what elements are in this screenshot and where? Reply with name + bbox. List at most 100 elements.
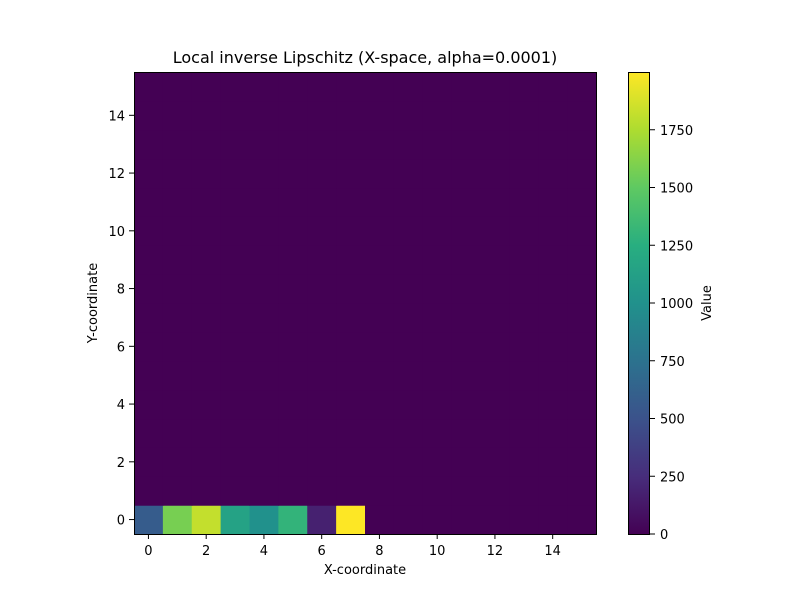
heatmap-cell bbox=[249, 187, 279, 217]
y-tick-label: 12 bbox=[108, 167, 125, 182]
heatmap-cell bbox=[220, 303, 251, 333]
heatmap-cell bbox=[538, 303, 568, 333]
heatmap-cell bbox=[509, 129, 539, 160]
heatmap-cell bbox=[134, 274, 164, 304]
heatmap-cell bbox=[538, 158, 568, 189]
heatmap-cell bbox=[134, 216, 164, 246]
chart-title: Local inverse Lipschitz (X-space, alpha=… bbox=[173, 48, 558, 67]
heatmap-cell bbox=[162, 360, 193, 391]
heatmap-cell bbox=[422, 331, 453, 362]
heatmap-cell bbox=[134, 360, 164, 391]
heatmap-cell bbox=[307, 360, 337, 391]
x-tick-label: 2 bbox=[202, 544, 210, 559]
heatmap-cell bbox=[134, 187, 164, 217]
heatmap-cell bbox=[567, 72, 597, 102]
heatmap-cell bbox=[249, 331, 279, 362]
heatmap-cell bbox=[220, 418, 251, 448]
heatmap-cell bbox=[191, 245, 222, 275]
heatmap-cell bbox=[422, 158, 453, 189]
heatmap-cell bbox=[365, 72, 395, 102]
heatmap-cell bbox=[365, 216, 395, 246]
heatmap-cell bbox=[336, 303, 366, 333]
heatmap-cell bbox=[393, 129, 424, 160]
heatmap-cell bbox=[336, 331, 366, 362]
heatmap-cell bbox=[191, 505, 222, 535]
heatmap-cell bbox=[249, 476, 279, 506]
heatmap-cell bbox=[509, 418, 539, 448]
heatmap-cell bbox=[278, 100, 308, 131]
heatmap-cell bbox=[422, 100, 453, 131]
heatmap-cell bbox=[451, 418, 482, 448]
heatmap-cell bbox=[278, 505, 308, 535]
heatmap-cell bbox=[191, 303, 222, 333]
heatmap-cell bbox=[162, 274, 193, 304]
heatmap-cell bbox=[393, 245, 424, 275]
heatmap-cell bbox=[480, 505, 510, 535]
heatmap-cell bbox=[480, 158, 510, 189]
heatmap-cell bbox=[509, 303, 539, 333]
heatmap-cell bbox=[162, 72, 193, 102]
heatmap-cell bbox=[307, 245, 337, 275]
heatmap-cell bbox=[393, 303, 424, 333]
heatmap-cell bbox=[451, 245, 482, 275]
colorbar-tick-label: 1750 bbox=[660, 124, 693, 139]
heatmap-cell bbox=[162, 187, 193, 217]
heatmap-cell bbox=[567, 389, 597, 420]
heatmap-cell bbox=[162, 100, 193, 131]
heatmap-cell bbox=[134, 158, 164, 189]
heatmap-cell bbox=[538, 187, 568, 217]
heatmap-cell bbox=[480, 245, 510, 275]
heatmap-cell bbox=[307, 418, 337, 448]
heatmap-cell bbox=[538, 476, 568, 506]
heatmap-cell bbox=[307, 303, 337, 333]
heatmap-cell bbox=[336, 100, 366, 131]
heatmap-cell bbox=[220, 245, 251, 275]
heatmap-cell bbox=[191, 72, 222, 102]
heatmap-cell bbox=[162, 447, 193, 477]
heatmap-cell bbox=[451, 476, 482, 506]
heatmap-cell bbox=[134, 331, 164, 362]
heatmap-cell bbox=[509, 158, 539, 189]
heatmap-cell bbox=[567, 303, 597, 333]
heatmap-cell bbox=[480, 360, 510, 391]
heatmap-cell bbox=[393, 72, 424, 102]
heatmap-cell bbox=[307, 389, 337, 420]
heatmap-cell bbox=[451, 505, 482, 535]
y-axis-ticks: 0 2 4 6 8 10 12 14 bbox=[108, 109, 134, 529]
heatmap-cell bbox=[220, 505, 251, 535]
heatmap-cell bbox=[278, 216, 308, 246]
heatmap-cell bbox=[162, 245, 193, 275]
heatmap-cell bbox=[509, 72, 539, 102]
heatmap-cell bbox=[365, 303, 395, 333]
heatmap-cell bbox=[307, 476, 337, 506]
x-axis-label: X-coordinate bbox=[324, 563, 406, 578]
heatmap-cell bbox=[538, 72, 568, 102]
heatmap-cell bbox=[567, 360, 597, 391]
heatmap-cell bbox=[422, 129, 453, 160]
heatmap-cell bbox=[509, 360, 539, 391]
colorbar-tick-label: 250 bbox=[660, 470, 685, 485]
heatmap-cell bbox=[393, 418, 424, 448]
heatmap-cell bbox=[480, 331, 510, 362]
heatmap-cell bbox=[567, 418, 597, 448]
x-tick-label: 12 bbox=[487, 544, 504, 559]
heatmap-cell bbox=[278, 476, 308, 506]
y-tick-label: 14 bbox=[108, 109, 125, 124]
heatmap-cell bbox=[365, 100, 395, 131]
colorbar-tick-label: 1000 bbox=[660, 297, 693, 312]
y-tick-label: 6 bbox=[117, 340, 125, 355]
heatmap-cell bbox=[538, 331, 568, 362]
heatmap-cell bbox=[220, 447, 251, 477]
heatmap-cell bbox=[393, 187, 424, 217]
plot-frame bbox=[134, 72, 597, 535]
heatmap-cell bbox=[567, 505, 597, 535]
heatmap-cell bbox=[567, 274, 597, 304]
heatmap-cell bbox=[307, 100, 337, 131]
heatmap-cell bbox=[509, 245, 539, 275]
heatmap-cell bbox=[422, 360, 453, 391]
heatmap-cell bbox=[451, 303, 482, 333]
heatmap-cell bbox=[220, 158, 251, 189]
heatmap-cell bbox=[365, 331, 395, 362]
heatmap-cell bbox=[336, 129, 366, 160]
heatmap-cell bbox=[278, 389, 308, 420]
